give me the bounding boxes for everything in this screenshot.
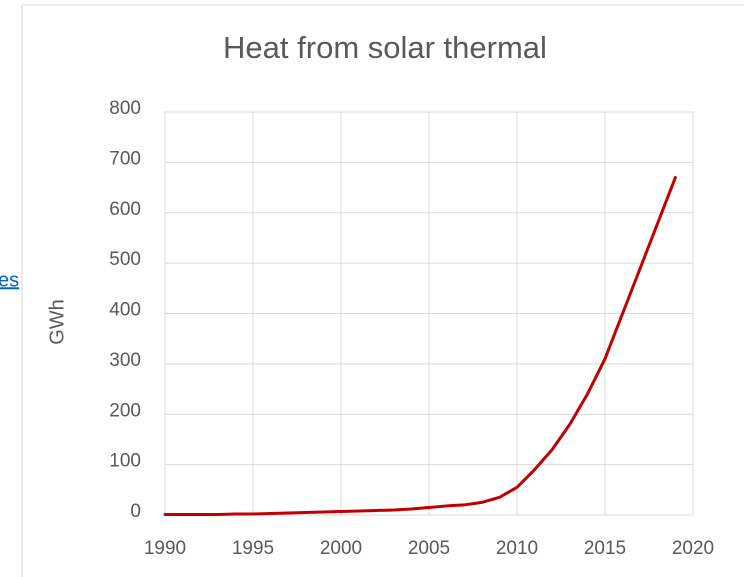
data-line (163, 175, 677, 516)
y-tick-label: 600 (109, 199, 141, 220)
y-tick-label: 400 (109, 300, 141, 321)
y-tick-label: 700 (109, 148, 141, 169)
chart-title: Heat from solar thermal (223, 30, 547, 65)
y-tick-label: 800 (109, 98, 141, 119)
x-tick-label: 1995 (232, 538, 274, 559)
x-tick-label: 2020 (672, 538, 714, 559)
x-tick-label: 2005 (408, 538, 450, 559)
y-tick-label: 200 (109, 400, 141, 421)
y-tick-label: 300 (109, 350, 141, 371)
x-tick-label: 1990 (144, 538, 186, 559)
x-tick-label: 2015 (584, 538, 626, 559)
y-axis-label: GWh (46, 299, 68, 345)
y-tick-label: 0 (130, 501, 141, 522)
y-tick-label: 500 (109, 249, 141, 270)
x-tick-label: 2000 (320, 538, 362, 559)
link-fragment[interactable]: es (0, 269, 19, 291)
x-tick-label: 2010 (496, 538, 538, 559)
y-tick-label: 100 (109, 451, 141, 472)
